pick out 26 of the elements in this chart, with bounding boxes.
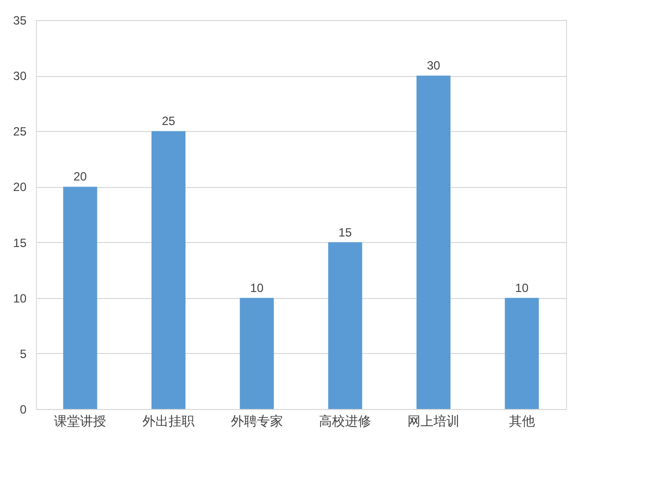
data-label: 20 — [73, 170, 88, 184]
bar — [416, 76, 450, 409]
x-tick-label: 网上培训 — [408, 414, 460, 428]
y-tick-label: 5 — [20, 346, 27, 361]
bar — [152, 131, 186, 409]
data-label: 25 — [162, 114, 176, 128]
data-label: 10 — [515, 280, 529, 295]
bar — [328, 242, 362, 409]
y-tick-label: 0 — [20, 402, 27, 416]
x-tick-label: 外出挂职 — [142, 414, 194, 428]
bar — [240, 298, 274, 409]
y-tick-label: 25 — [13, 124, 27, 139]
data-label: 10 — [250, 280, 264, 295]
y-tick-label: 10 — [13, 291, 27, 306]
y-tick-label: 35 — [13, 14, 27, 28]
data-label: 15 — [338, 225, 352, 240]
data-label: 30 — [426, 58, 440, 73]
y-tick-label: 30 — [13, 69, 27, 84]
bar — [504, 298, 539, 409]
x-tick-label: 高校进修 — [319, 414, 372, 428]
y-tick-label: 20 — [13, 180, 27, 194]
x-tick-label: 课堂讲授 — [54, 414, 106, 428]
bar — [63, 186, 98, 409]
y-tick-label: 15 — [13, 236, 27, 250]
x-tick-label: 外聘专家 — [230, 414, 283, 428]
x-tick-label: 其他 — [508, 414, 535, 428]
